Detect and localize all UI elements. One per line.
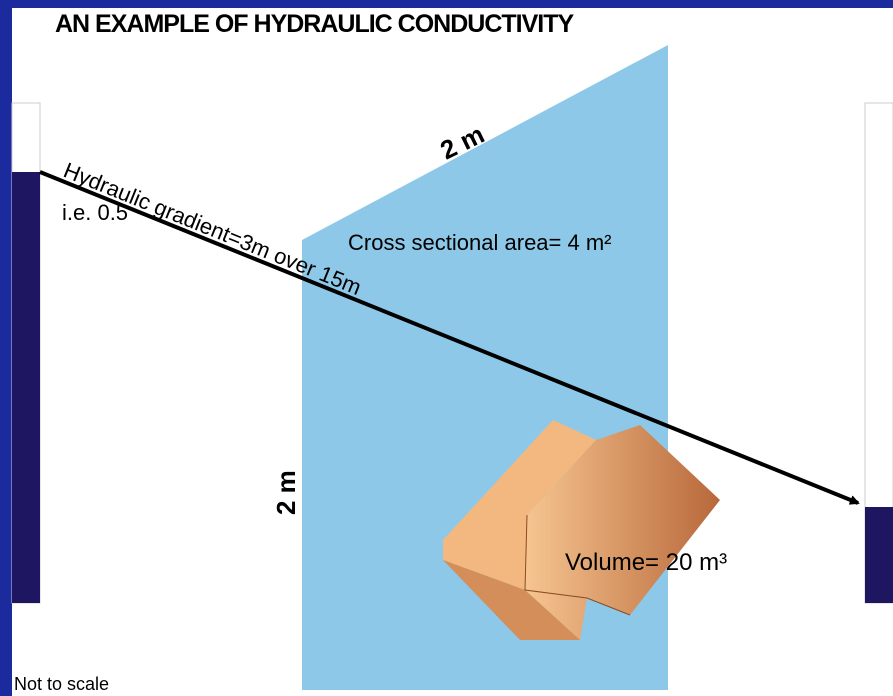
flow-volume [443,420,720,640]
side-height-label: 2 m [271,470,301,515]
gradient-arrow [39,170,860,505]
left-water [12,172,40,603]
gradient-ratio-label: i.e. 0.5 [62,200,128,225]
right-water [865,507,893,603]
volume-label: Volume= 20 m³ [565,549,727,576]
title: AN EXAMPLE OF HYDRAULIC CONDUCTIVITY [55,10,575,38]
area-label: Cross sectional area= 4 m² [348,230,612,255]
scale-note: Not to scale [14,674,109,694]
